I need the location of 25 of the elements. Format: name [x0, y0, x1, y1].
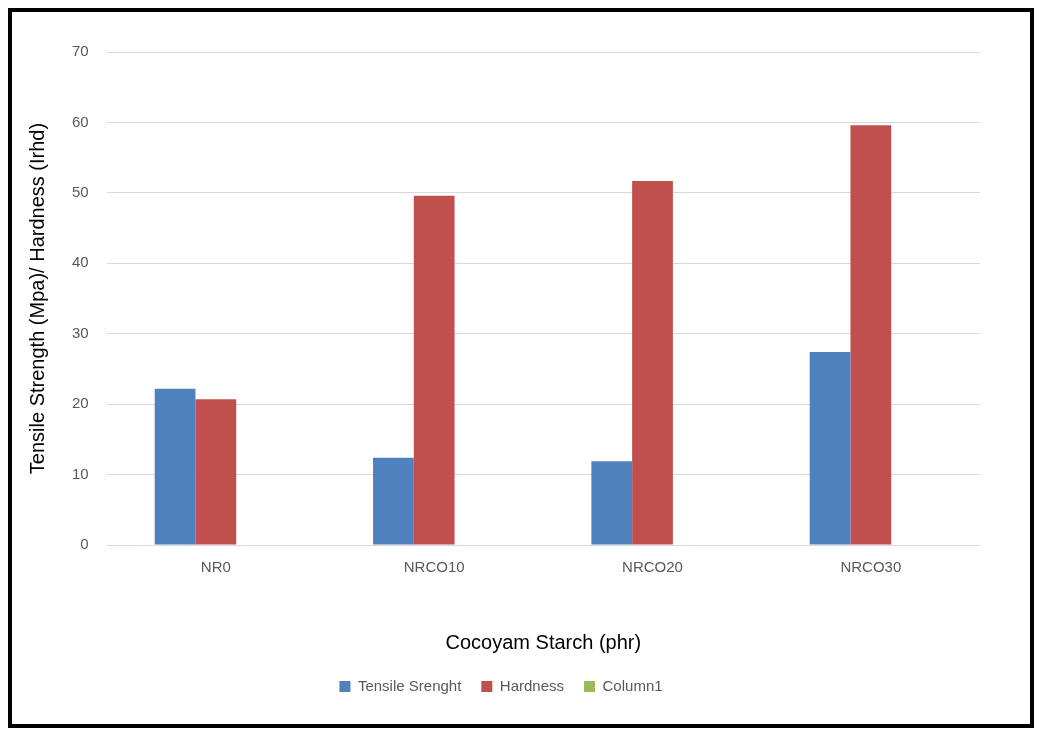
legend-label: Hardness	[499, 676, 565, 694]
bar	[195, 399, 237, 545]
y-tick-label: 30	[72, 323, 89, 341]
y-tick-label: 50	[72, 183, 89, 200]
legend-label: Column1	[602, 676, 663, 694]
bar	[373, 457, 414, 545]
y-axis-title: Tensile Strength (Mpa)/ Hardness (Irhd)	[25, 122, 48, 475]
x-axis-title: Cocoyam Starch (phr)	[445, 630, 642, 653]
bar	[850, 125, 892, 545]
x-tick-label: NRCO30	[840, 558, 902, 576]
bar	[809, 352, 851, 545]
bar	[591, 461, 633, 545]
x-tick-label: NRCO20	[622, 558, 683, 576]
x-tick-label: NR0	[200, 558, 231, 576]
y-tick-label: 70	[72, 42, 89, 60]
y-tick-label: 10	[72, 464, 89, 482]
bar	[413, 195, 455, 545]
y-tick-label: 40	[72, 253, 89, 271]
bar	[632, 180, 673, 545]
legend-label: Tensile Srenght	[357, 676, 463, 694]
x-tick-label: NRCO10	[403, 558, 465, 576]
bar	[154, 388, 196, 545]
y-tick-label: 0	[80, 535, 89, 553]
y-tick-label: 60	[72, 112, 89, 130]
y-tick-label: 20	[72, 394, 89, 412]
